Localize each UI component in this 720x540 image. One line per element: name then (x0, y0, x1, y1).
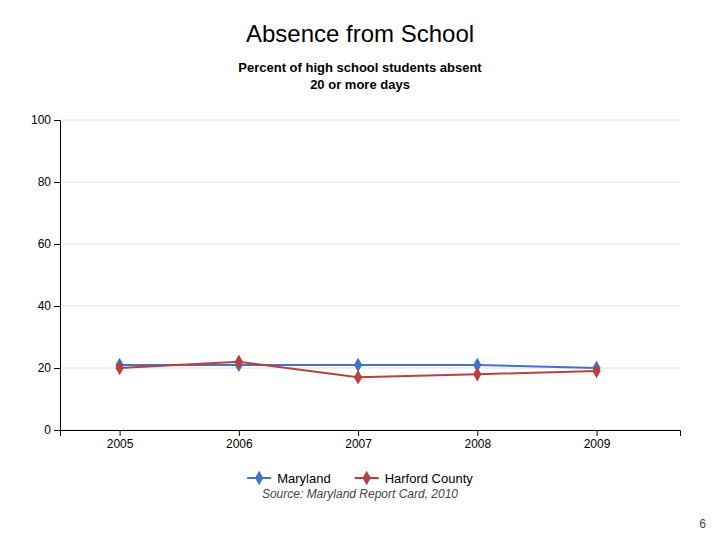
y-tick-mark (54, 368, 60, 369)
y-tick-mark (54, 120, 60, 121)
y-tick-label: 0 (44, 423, 51, 437)
x-tick-mark (120, 430, 121, 436)
marker (592, 364, 600, 378)
y-tick-mark (54, 244, 60, 245)
title: Absence from School (246, 20, 474, 47)
grid-line (60, 306, 680, 307)
y-tick-label: 100 (31, 113, 51, 127)
legend-item: Maryland (247, 471, 330, 486)
grid-line (60, 120, 680, 121)
y-tick-label: 80 (38, 175, 52, 189)
plot-area (115, 355, 600, 385)
marker (354, 370, 362, 384)
marker (235, 355, 243, 369)
grid-line (60, 244, 680, 245)
x-tick-mark (477, 430, 478, 436)
x-tick-label: 2006 (226, 437, 253, 451)
x-tick: 2008 (464, 430, 491, 451)
annotation: Source: Maryland Report Card, 2010 (262, 487, 458, 501)
y-tick: 80 (38, 175, 60, 189)
subtitle-line: 20 or more days (310, 77, 410, 92)
legend-label: Maryland (277, 471, 330, 486)
x-tick: 2007 (345, 430, 372, 451)
x-tick-label: 2008 (464, 437, 491, 451)
y-tick-label: 60 (38, 237, 52, 251)
x-tick-mark (358, 430, 359, 436)
x-tick-mark (239, 430, 240, 436)
x-tick-label: 2007 (345, 437, 372, 451)
y-tick: 20 (38, 361, 60, 375)
y-tick: 40 (38, 299, 60, 313)
legend: Maryland Harford County (247, 471, 473, 486)
series-markers (115, 355, 600, 385)
y-tick-label: 40 (38, 299, 52, 313)
y-tick-mark (54, 306, 60, 307)
x-tick: 2009 (584, 430, 611, 451)
x-axis: 2005 2006 2007 2008 2009 (61, 430, 681, 451)
chart: Absence from School Percent of high schoo… (0, 0, 720, 540)
y-tick: 100 (31, 113, 60, 127)
marker (473, 367, 481, 381)
y-tick: 0 (44, 423, 60, 437)
x-tick-label: 2005 (107, 437, 134, 451)
y-tick: 60 (38, 237, 60, 251)
y-tick-mark (54, 182, 60, 183)
legend-label: Harford County (385, 471, 474, 486)
y-tick-label: 20 (38, 361, 52, 375)
x-axis-line (61, 431, 681, 437)
x-tick-mark (597, 430, 598, 436)
subtitle: Percent of high school students absent 20… (238, 60, 482, 92)
x-tick-label: 2009 (584, 437, 611, 451)
legend-item: Harford County (355, 471, 474, 486)
x-tick: 2006 (226, 430, 253, 451)
page-number: 6 (699, 517, 706, 531)
marker (115, 361, 123, 375)
y-axis: 0 20 40 60 80 100 (31, 113, 61, 437)
y-tick-mark (54, 430, 60, 431)
x-tick: 2005 (107, 430, 134, 451)
marker (354, 358, 362, 372)
subtitle-line: Percent of high school students absent (238, 60, 482, 75)
legend-marker (255, 471, 263, 485)
grid (60, 120, 680, 430)
legend-marker (362, 471, 370, 485)
y-axis-line (54, 121, 61, 431)
grid-line (60, 182, 680, 183)
